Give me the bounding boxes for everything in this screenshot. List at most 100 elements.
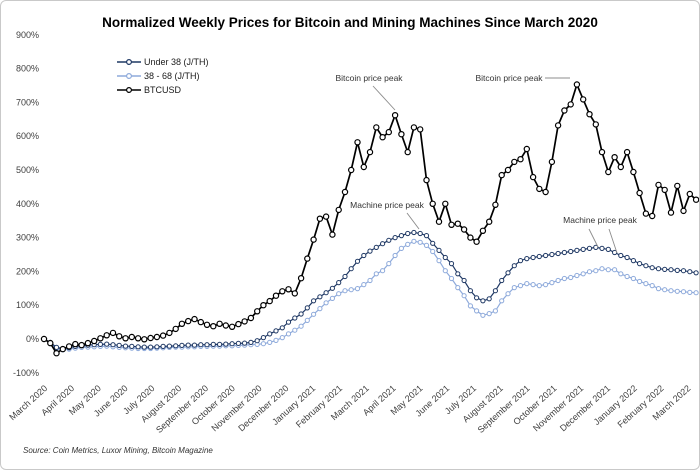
data-point-marker (649, 212, 656, 220)
data-point-marker (592, 121, 600, 128)
annotation-bitcoin-peak-2: Bitcoin price peak (475, 73, 543, 83)
annotation-machine-peak-2: Machine price peak (563, 215, 637, 225)
data-point-marker (536, 253, 542, 260)
data-point-marker (573, 81, 581, 88)
data-point-marker (354, 286, 361, 292)
data-point-marker (317, 294, 323, 300)
annotation-machine-peak-1: Machine price peak (350, 200, 424, 210)
data-point-marker (486, 311, 492, 317)
data-point-marker (285, 331, 292, 337)
data-point-marker (47, 339, 54, 347)
data-point-marker (260, 341, 266, 347)
data-point-marker (662, 287, 668, 293)
data-point-marker (448, 221, 455, 228)
data-point-marker (267, 339, 273, 345)
data-point-marker (567, 101, 574, 108)
data-point-marker (511, 158, 518, 166)
data-point-marker (686, 190, 694, 198)
data-point-marker (460, 226, 468, 233)
legend-marker-icon (125, 72, 132, 79)
data-point-marker (53, 350, 60, 357)
data-point-marker (154, 344, 160, 350)
data-point-marker (116, 342, 122, 348)
data-point-marker (229, 341, 235, 347)
y-axis-tick-labels: 900% 800% 700% 600% 500% 400% 300% 200% 100% 0% -1… (13, 30, 39, 378)
data-point-marker (335, 206, 342, 214)
data-point-marker (210, 323, 217, 330)
data-point-marker (599, 266, 605, 272)
data-point-marker (549, 251, 555, 258)
data-point-marker (555, 250, 561, 257)
data-point-marker (210, 341, 216, 347)
y-tick-label: 200% (16, 266, 39, 276)
data-point-marker (543, 282, 549, 288)
data-point-marker (373, 124, 380, 131)
annotation-leader (608, 228, 618, 254)
legend-entry-btcusd: BTCUSD (117, 85, 182, 95)
data-point-marker (674, 182, 681, 190)
data-point-marker (405, 241, 411, 247)
data-point-marker (417, 126, 424, 133)
data-point-marker (329, 285, 335, 291)
data-point-marker (367, 248, 373, 254)
data-point-marker (643, 263, 649, 269)
data-point-marker (637, 278, 643, 285)
data-point-marker (511, 285, 517, 291)
data-point-marker (612, 267, 618, 273)
data-point-marker (423, 176, 430, 184)
y-tick-label: 300% (16, 233, 39, 243)
data-point-marker (504, 166, 512, 174)
data-point-marker (129, 343, 135, 349)
data-point-marker (561, 275, 568, 282)
data-series-layer (40, 81, 699, 357)
data-point-marker (65, 343, 73, 350)
data-point-marker (84, 339, 92, 347)
data-point-marker (636, 189, 643, 197)
data-point-marker (498, 171, 505, 179)
data-point-marker (505, 291, 511, 297)
data-point-marker (342, 288, 348, 294)
data-point-marker (148, 344, 154, 350)
data-point-marker (436, 247, 442, 253)
data-point-marker (593, 244, 599, 250)
data-point-marker (429, 200, 436, 207)
data-point-marker (135, 344, 141, 350)
data-point-marker (398, 245, 404, 251)
data-point-marker (555, 277, 561, 284)
data-point-marker (474, 295, 480, 301)
data-point-marker (354, 139, 361, 146)
data-point-marker (248, 339, 254, 345)
data-point-marker (348, 287, 354, 293)
data-point-marker (141, 336, 148, 343)
data-point-marker (530, 254, 536, 261)
data-point-marker (655, 286, 662, 292)
data-point-marker (580, 271, 586, 277)
data-point-marker (467, 288, 473, 294)
data-point-marker (109, 329, 117, 337)
y-tick-label: 800% (16, 64, 39, 74)
data-point-marker (273, 337, 279, 343)
data-point-marker (667, 209, 675, 216)
data-point-marker (486, 218, 493, 225)
data-point-marker (548, 158, 556, 166)
data-point-marker (379, 133, 386, 141)
data-point-marker (104, 341, 110, 347)
data-point-marker (630, 168, 637, 176)
data-point-marker (499, 277, 505, 284)
data-point-marker (159, 332, 167, 339)
data-point-marker (630, 258, 637, 264)
data-point-marker (455, 271, 461, 277)
data-point-marker (693, 270, 699, 276)
data-point-marker (624, 273, 630, 280)
data-point-marker (134, 335, 142, 342)
data-point-marker (524, 281, 530, 287)
data-point-marker (97, 335, 104, 342)
data-point-marker (687, 289, 693, 295)
data-point-marker (254, 308, 261, 315)
data-point-marker (342, 273, 348, 280)
data-point-marker (316, 215, 324, 222)
data-point-marker (354, 258, 361, 264)
data-point-marker (392, 252, 398, 259)
data-point-marker (317, 306, 323, 312)
data-point-marker (336, 280, 342, 286)
